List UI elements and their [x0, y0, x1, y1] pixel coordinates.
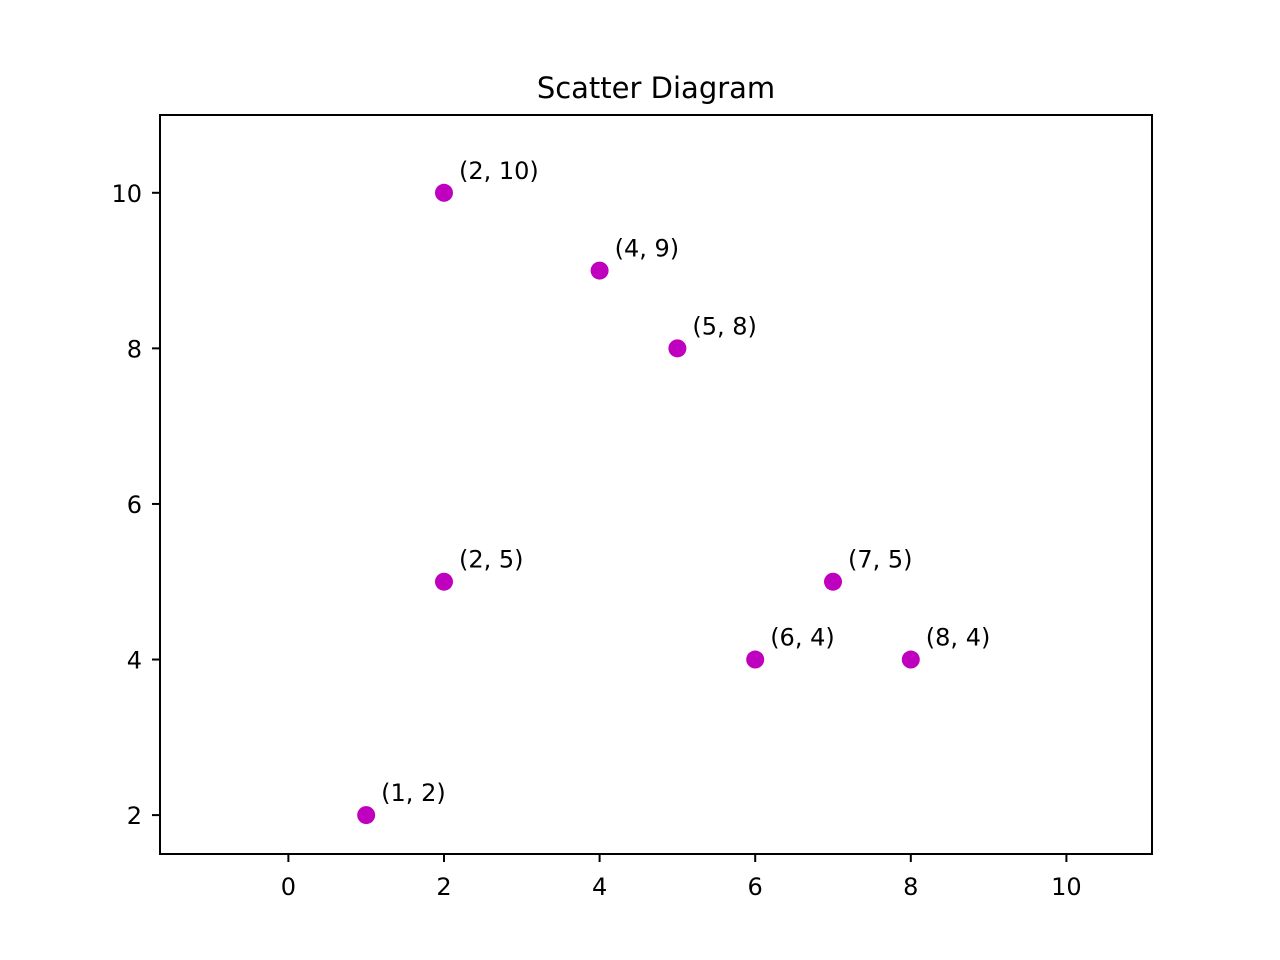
- y-axis: 2 4 6 8 10: [111, 180, 160, 830]
- scatter-point: [357, 806, 376, 825]
- point-label: (5, 8): [692, 312, 757, 340]
- scatter-point: [590, 261, 609, 280]
- point-label: (2, 10): [459, 157, 539, 185]
- x-tick-label: 10: [1051, 873, 1082, 901]
- y-tick-label: 10: [111, 180, 142, 208]
- scatter-point: [824, 572, 843, 591]
- point-label: (7, 5): [848, 546, 913, 574]
- plot-frame: [159, 114, 1153, 855]
- x-tick-label: 8: [903, 873, 918, 901]
- y-tick-label: 6: [127, 491, 142, 519]
- point-label: (4, 9): [615, 235, 680, 263]
- point-label: (1, 2): [381, 779, 446, 807]
- scatter-point: [434, 183, 453, 202]
- x-tick-label: 0: [281, 873, 296, 901]
- point-label: (6, 4): [770, 624, 835, 652]
- chart-title: Scatter Diagram: [537, 71, 775, 105]
- y-tick-label: 2: [127, 802, 142, 830]
- data-points: [357, 183, 920, 825]
- scatter-point: [668, 339, 687, 358]
- point-labels: (1, 2) (2, 5) (2, 10) (4, 9) (5, 8) (6, 4) (7,…: [381, 157, 990, 807]
- y-tick-label: 4: [127, 647, 142, 675]
- x-tick-label: 2: [436, 873, 451, 901]
- x-axis: 0 2 4 6 8 10: [281, 854, 1082, 901]
- scatter-point: [434, 572, 453, 591]
- point-label: (2, 5): [459, 546, 524, 574]
- scatter-point: [901, 650, 920, 669]
- x-tick-label: 4: [592, 873, 607, 901]
- point-label: (8, 4): [926, 624, 991, 652]
- y-tick-label: 8: [127, 335, 142, 363]
- scatter-point: [746, 650, 765, 669]
- x-tick-label: 6: [748, 873, 763, 901]
